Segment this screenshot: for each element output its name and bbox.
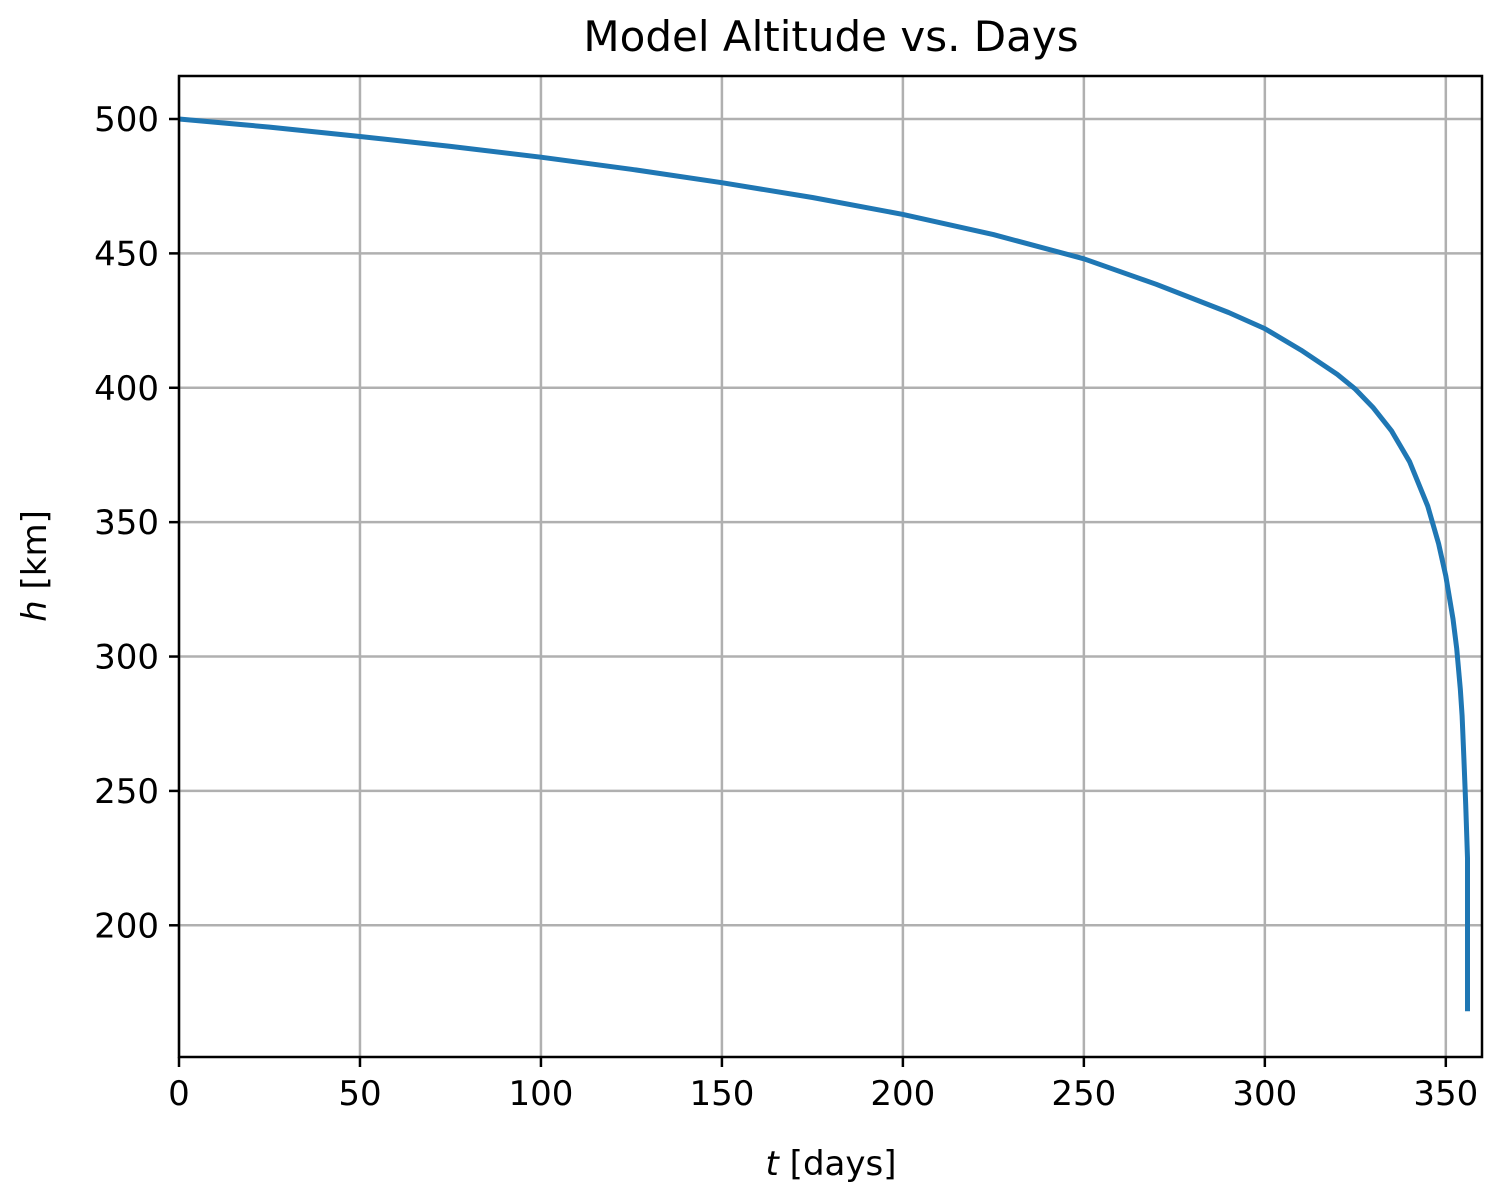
x-tick-label: 150 [689, 1074, 754, 1114]
x-tick-label: 100 [508, 1074, 573, 1114]
plot-frame [177, 74, 1484, 1059]
x-tick-label: 50 [338, 1074, 381, 1114]
x-axis-var: t [766, 1144, 781, 1184]
y-axis-label: h [km] [15, 510, 55, 622]
y-tick-label: 350 [94, 503, 159, 543]
y-tick-label: 250 [94, 772, 159, 812]
y-axis-unit: [km] [15, 510, 55, 600]
chart-title: Model Altitude vs. Days [583, 12, 1078, 61]
y-tick-label: 500 [94, 100, 159, 140]
x-tick-label: 350 [1413, 1074, 1478, 1114]
y-tick-label: 450 [94, 234, 159, 274]
y-tick-label: 300 [94, 638, 159, 678]
x-axis-unit: [days] [779, 1144, 897, 1184]
y-tick-label: 200 [94, 906, 159, 946]
x-tick-label: 250 [1051, 1074, 1116, 1114]
x-axis-label: t [days] [766, 1144, 897, 1184]
y-axis-var: h [15, 600, 55, 622]
y-tick-label: 400 [94, 369, 159, 409]
x-tick-label: 200 [870, 1074, 935, 1114]
grid [177, 76, 1482, 1057]
x-tick-label: 0 [168, 1074, 190, 1114]
x-tick-label: 300 [1232, 1074, 1297, 1114]
series-group [178, 116, 1470, 1012]
ticks: 0 50 100 150 200 250 300 350 200 250 300 350 400 450 5… [94, 100, 1478, 1114]
altitude-series-line [178, 116, 1470, 1012]
